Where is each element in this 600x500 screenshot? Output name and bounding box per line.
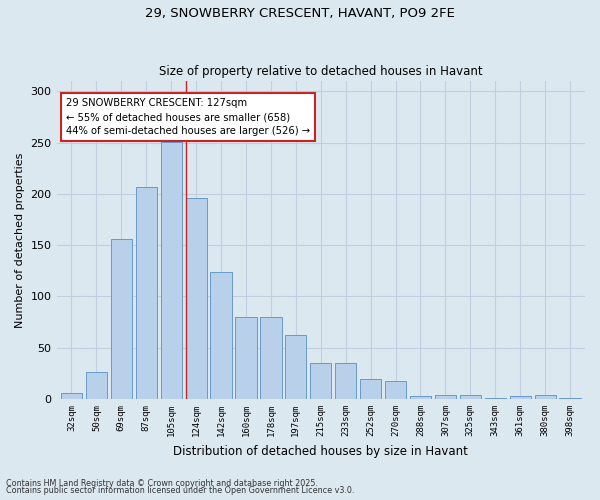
Bar bbox=[310, 363, 331, 399]
Text: Contains public sector information licensed under the Open Government Licence v3: Contains public sector information licen… bbox=[6, 486, 355, 495]
Bar bbox=[435, 395, 456, 399]
Bar bbox=[335, 363, 356, 399]
Bar bbox=[559, 398, 581, 399]
Text: 29, SNOWBERRY CRESCENT, HAVANT, PO9 2FE: 29, SNOWBERRY CRESCENT, HAVANT, PO9 2FE bbox=[145, 8, 455, 20]
Bar bbox=[410, 396, 431, 399]
Bar bbox=[111, 239, 132, 399]
Bar bbox=[211, 272, 232, 399]
Bar bbox=[360, 378, 381, 399]
Bar bbox=[86, 372, 107, 399]
Title: Size of property relative to detached houses in Havant: Size of property relative to detached ho… bbox=[159, 66, 482, 78]
Bar bbox=[285, 336, 307, 399]
Bar bbox=[161, 142, 182, 399]
Bar bbox=[385, 380, 406, 399]
Bar bbox=[185, 198, 207, 399]
Bar bbox=[235, 317, 257, 399]
Bar bbox=[61, 393, 82, 399]
Text: 29 SNOWBERRY CRESCENT: 127sqm
← 55% of detached houses are smaller (658)
44% of : 29 SNOWBERRY CRESCENT: 127sqm ← 55% of d… bbox=[66, 98, 310, 136]
Bar bbox=[485, 398, 506, 399]
Bar bbox=[460, 395, 481, 399]
Text: Contains HM Land Registry data © Crown copyright and database right 2025.: Contains HM Land Registry data © Crown c… bbox=[6, 478, 318, 488]
Bar bbox=[509, 396, 531, 399]
Bar bbox=[535, 395, 556, 399]
Bar bbox=[136, 186, 157, 399]
X-axis label: Distribution of detached houses by size in Havant: Distribution of detached houses by size … bbox=[173, 444, 468, 458]
Y-axis label: Number of detached properties: Number of detached properties bbox=[15, 152, 25, 328]
Bar bbox=[260, 317, 281, 399]
